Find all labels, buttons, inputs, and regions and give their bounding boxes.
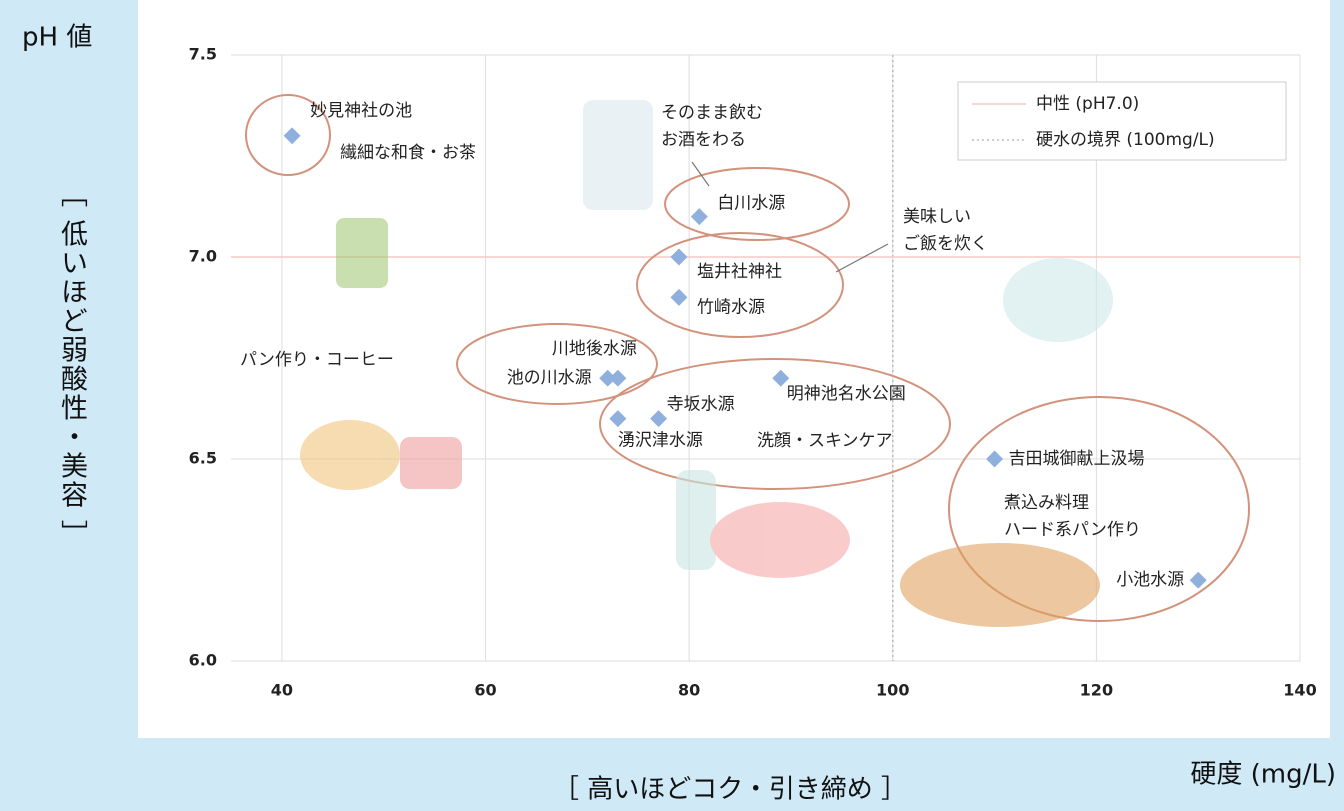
illustration-bottle [676,470,716,570]
y-tick-label: 7.0 [189,247,217,266]
annotation: 洗顔・スキンケア [757,431,893,451]
point-label: 妙見神社の池 [310,101,412,121]
y-tick-label: 7.5 [189,45,217,64]
annotation: 煮込み料理 [1004,493,1089,513]
point-label: 白川水源 [717,194,785,214]
x-tick-label: 120 [1080,681,1113,700]
legend-label: 中性 (pH7.0) [1036,94,1139,114]
page: pH 値 ［ 高いほどコク・引き締め ］ 硬度 (mg/L) 6.0 6.5 7.0… [0,0,1344,811]
annotation: ご飯を炊く [903,234,988,254]
point-label: 竹崎水源 [697,297,765,317]
illustration-loaf [900,543,1100,627]
x-tick-label: 140 [1283,681,1316,700]
x-axis-note: ［ 高いほどコク・引き締め ］ [553,775,907,805]
annotation: 繊細な和食・お茶 [340,143,476,163]
chart: pH 値 ［ 高いほどコク・引き締め ］ 硬度 (mg/L) 6.0 6.5 7.0… [0,0,1344,811]
point-label: 川地後水源 [552,339,637,359]
point-label: 小池水源 [1116,570,1184,590]
annotation: 美味しい [903,207,971,227]
illustration-bread [300,420,400,490]
x-tick-label: 80 [678,681,700,700]
x-tick-label: 60 [474,681,496,700]
point-label: 吉田城御献上汲場 [1009,449,1145,469]
x-axis-title: 硬度 (mg/L) [1190,760,1336,790]
x-tick-label: 40 [271,681,293,700]
point-label: 明神池名水公園 [787,384,906,404]
legend-label: 硬水の境界 (100mg/L) [1036,130,1215,150]
x-tick-label: 100 [876,681,909,700]
point-label: 寺坂水源 [667,395,735,415]
illustration-towel [710,502,850,578]
y-axis-title: pH 値 [22,23,92,53]
y-tick-label: 6.0 [189,651,217,670]
illustration-rice [1003,258,1113,342]
y-axis-note: ［ 低いほど弱酸性・美容 ］ [52,180,91,549]
illustration-cup [400,437,462,489]
point-label: 塩井社神社 [697,262,782,282]
point-label: 湧沢津水源 [618,431,703,451]
annotation: ハード系パン作り [1004,520,1141,540]
illustration-glass [583,100,653,210]
y-tick-label: 6.5 [189,449,217,468]
illustration-tea [336,218,388,288]
annotation: パン作り・コーヒー [240,350,394,370]
annotation: お酒をわる [661,130,746,150]
annotation: そのまま飲む [661,103,763,123]
point-label: 池の川水源 [507,368,592,388]
